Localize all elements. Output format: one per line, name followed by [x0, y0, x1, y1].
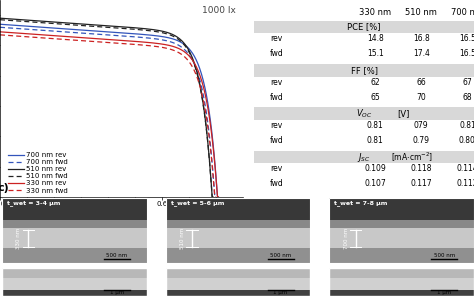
Text: 1000 lx: 1000 lx: [201, 6, 236, 15]
Bar: [166, 249, 310, 263]
Bar: [2, 278, 147, 290]
Text: 500 nm: 500 nm: [434, 253, 455, 258]
Bar: [329, 290, 474, 296]
Bar: [2, 268, 147, 296]
Text: fwd: fwd: [269, 49, 283, 58]
Text: 330 nm: 330 nm: [359, 8, 391, 17]
Bar: [166, 220, 310, 228]
X-axis label: Voltage [V]: Voltage [V]: [98, 210, 145, 219]
Text: 0.118: 0.118: [410, 164, 432, 173]
Bar: [2, 268, 147, 296]
Text: rev: rev: [270, 164, 283, 173]
Text: 330 nm: 330 nm: [17, 228, 21, 249]
Bar: [166, 290, 310, 296]
Text: 15.1: 15.1: [367, 49, 383, 58]
Bar: [329, 198, 474, 263]
Text: t_wet = 7-8 μm: t_wet = 7-8 μm: [334, 200, 388, 206]
Text: rev: rev: [270, 35, 283, 44]
Text: FF [%]: FF [%]: [351, 66, 378, 75]
Bar: [329, 198, 474, 263]
Bar: [166, 198, 310, 263]
Text: 0.80: 0.80: [459, 136, 474, 145]
Text: 0.81: 0.81: [367, 121, 383, 130]
Text: 67: 67: [463, 78, 472, 87]
Text: 0.112: 0.112: [456, 179, 474, 188]
Bar: [329, 268, 474, 296]
Bar: [329, 220, 474, 228]
Text: 500 nm: 500 nm: [270, 253, 291, 258]
Text: 700 nm: 700 nm: [344, 228, 348, 249]
Text: 0.107: 0.107: [365, 179, 386, 188]
Text: 1 μm: 1 μm: [110, 290, 124, 295]
Text: 0.81: 0.81: [367, 136, 383, 145]
Bar: [2, 220, 147, 228]
Text: 70: 70: [416, 93, 426, 102]
Text: 500 nm: 500 nm: [107, 253, 128, 258]
Text: 62: 62: [370, 78, 380, 87]
Bar: [2, 198, 147, 263]
Text: t_wet = 3-4 μm: t_wet = 3-4 μm: [7, 200, 61, 206]
Text: 0.81: 0.81: [459, 121, 474, 130]
Text: 17.4: 17.4: [413, 49, 430, 58]
Bar: [329, 268, 474, 296]
Bar: [329, 228, 474, 249]
Text: 16.5: 16.5: [459, 49, 474, 58]
Bar: [2, 198, 147, 263]
Text: 1 μm: 1 μm: [437, 290, 451, 295]
Text: rev: rev: [270, 78, 283, 87]
Text: $V_{OC}$: $V_{OC}$: [356, 108, 373, 120]
Text: fwd: fwd: [269, 93, 283, 102]
Text: 0.114: 0.114: [456, 164, 474, 173]
Text: [mA$\cdot$cm$^{-2}$]: [mA$\cdot$cm$^{-2}$]: [391, 150, 433, 164]
Text: fwd: fwd: [269, 136, 283, 145]
Text: c): c): [0, 183, 9, 193]
Text: 65: 65: [370, 93, 380, 102]
Text: 16.5: 16.5: [459, 35, 474, 44]
Text: 14.8: 14.8: [367, 35, 383, 44]
Bar: [2, 228, 147, 249]
Text: 700 nm: 700 nm: [451, 8, 474, 17]
Text: t_wet = 5-6 μm: t_wet = 5-6 μm: [171, 200, 224, 206]
Text: 510 nm: 510 nm: [405, 8, 437, 17]
Text: rev: rev: [270, 121, 283, 130]
Text: 16.8: 16.8: [413, 35, 429, 44]
Text: 66: 66: [416, 78, 426, 87]
Text: 0.79: 0.79: [413, 136, 430, 145]
Text: 510 nm: 510 nm: [180, 228, 185, 249]
Bar: [166, 228, 310, 249]
Text: fwd: fwd: [269, 179, 283, 188]
Bar: [166, 268, 310, 296]
Bar: [255, 21, 474, 33]
Text: 1 μm: 1 μm: [273, 290, 288, 295]
Bar: [255, 64, 474, 77]
Bar: [166, 278, 310, 290]
Text: [V]: [V]: [397, 109, 410, 118]
Bar: [2, 249, 147, 263]
Bar: [166, 268, 310, 296]
Bar: [329, 249, 474, 263]
Text: 0.109: 0.109: [365, 164, 386, 173]
Text: 079: 079: [414, 121, 428, 130]
Bar: [255, 107, 474, 120]
Bar: [2, 290, 147, 296]
Text: 68: 68: [463, 93, 472, 102]
Bar: [166, 198, 310, 263]
Bar: [329, 278, 474, 290]
Legend: 700 nm rev, 700 nm fwd, 510 nm rev, 510 nm fwd, 330 nm rev, 330 nm fwd: 700 nm rev, 700 nm fwd, 510 nm rev, 510 …: [9, 152, 68, 193]
Text: $J_{SC}$: $J_{SC}$: [357, 150, 371, 164]
Text: 0.117: 0.117: [410, 179, 432, 188]
Text: PCE [%]: PCE [%]: [347, 23, 381, 32]
Bar: [255, 151, 474, 164]
